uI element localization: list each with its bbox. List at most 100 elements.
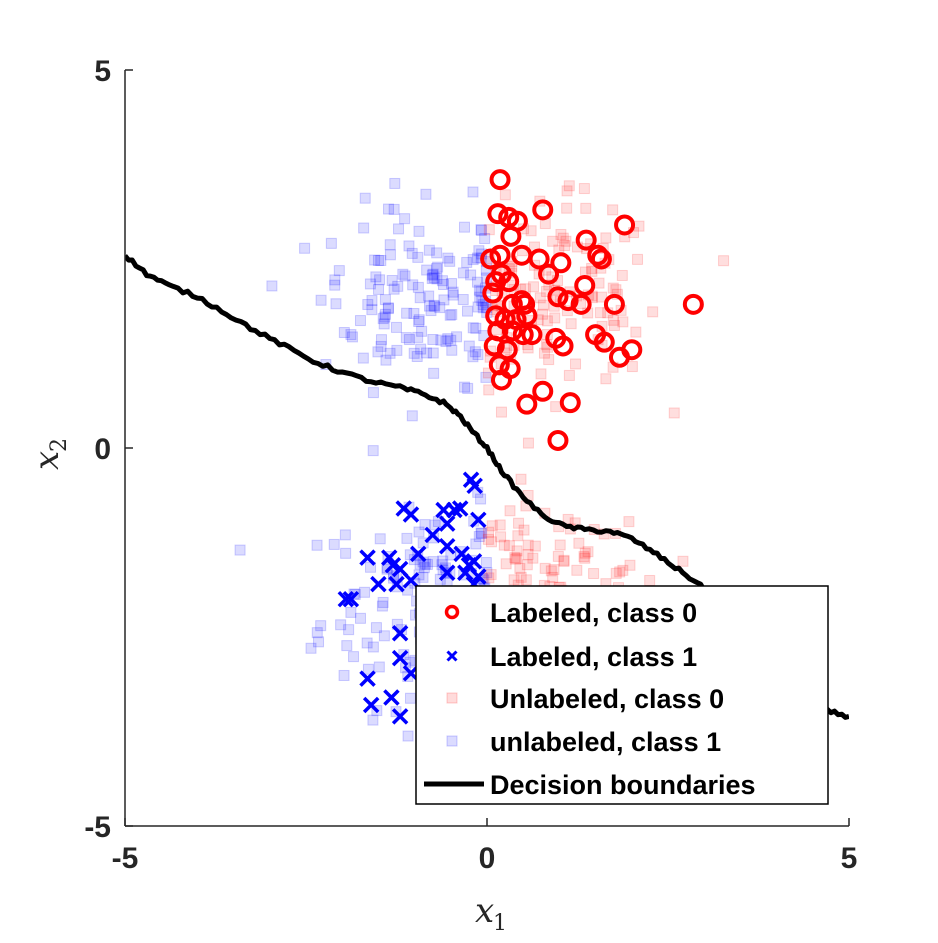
unlabeled-class1-point <box>428 299 440 311</box>
unlabeled-class0-point <box>578 183 590 195</box>
unlabeled-class1-point <box>457 267 469 279</box>
unlabeled-class1-point <box>446 344 458 356</box>
unlabeled-class0-point <box>600 232 612 244</box>
unlabeled-class1-point <box>384 249 396 261</box>
unlabeled-class1-point <box>375 255 387 267</box>
labeled-class1-point <box>342 590 360 608</box>
unlabeled-class1-point <box>406 410 418 422</box>
unlabeled-class0-point <box>624 559 636 571</box>
labeled-class0-point <box>614 214 636 236</box>
unlabeled-class0-point <box>559 240 571 252</box>
labeled-class0-point <box>621 339 643 361</box>
unlabeled-class0-point <box>534 292 546 304</box>
unlabeled-class1-point <box>473 531 485 543</box>
unlabeled-class1-point <box>375 340 387 352</box>
unlabeled-class0-point <box>527 552 539 564</box>
labeled-class0-point <box>590 248 612 270</box>
unlabeled-class0-point <box>588 568 600 580</box>
legend: Labeled, class 0 Labeled, class 1 Unlabele… <box>415 585 829 805</box>
labeled-class1-point <box>402 572 420 589</box>
labeled-class1-point <box>383 689 400 706</box>
unlabeled-class1-point <box>313 636 325 648</box>
labeled-class0-point <box>538 263 560 285</box>
unlabeled-class1-point <box>431 263 443 275</box>
unlabeled-class1-point <box>384 347 396 359</box>
unlabeled-class1-point <box>428 367 440 379</box>
unlabeled-class0-point <box>557 232 569 244</box>
unlabeled-class1-point <box>362 663 374 675</box>
unlabeled-class1-point <box>374 533 386 545</box>
unlabeled-class1-point <box>366 304 378 316</box>
unlabeled-class1-point <box>446 309 458 321</box>
y-tick-label: 5 <box>94 55 111 88</box>
unlabeled-class1-point <box>375 334 387 346</box>
unlabeled-class1-point <box>431 273 443 285</box>
labeled-class1-point <box>359 549 376 566</box>
unlabeled-class1-point <box>380 354 392 366</box>
unlabeled-class1-point <box>386 275 398 287</box>
unlabeled-class1-point <box>382 303 394 315</box>
labeled-class0-point <box>489 169 511 191</box>
unlabeled-class0-point <box>614 566 626 578</box>
unlabeled-class1-point <box>457 294 469 306</box>
unlabeled-class0-point <box>617 316 629 328</box>
unlabeled-class1-point <box>367 387 379 399</box>
unlabeled-class1-point <box>333 265 345 277</box>
labeled-class1-point <box>370 575 387 593</box>
unlabeled-class1-point <box>425 305 437 317</box>
unlabeled-class1-point <box>475 224 487 236</box>
unlabeled-class1-point <box>431 247 443 259</box>
unlabeled-class1-point <box>376 600 388 612</box>
x-tick-label: -5 <box>112 842 139 875</box>
unlabeled-class1-point <box>388 203 400 215</box>
unlabeled-class0-point <box>554 539 566 551</box>
unlabeled-class1-point <box>471 276 483 288</box>
unlabeled-class1-point <box>418 562 430 574</box>
unlabeled-class1-point <box>470 322 482 334</box>
unlabeled-class1-point <box>391 344 403 356</box>
labeled-class0-point <box>521 324 543 346</box>
unlabeled-class1-point <box>299 242 311 254</box>
unlabeled-class1-point <box>399 270 411 282</box>
unlabeled-class0-point <box>677 555 689 567</box>
unlabeled-class1-point <box>434 302 446 314</box>
unlabeled-class1-point <box>436 275 448 287</box>
labeled-class0-point <box>483 335 505 357</box>
unlabeled-class1-point <box>340 547 352 559</box>
labeled-class0-point <box>550 252 572 274</box>
unlabeled-class0-point <box>483 224 495 236</box>
unlabeled-class1-point <box>475 527 487 539</box>
unlabeled-class1-point <box>392 280 404 292</box>
unlabeled-class0-point <box>495 406 507 418</box>
unlabeled-class1-point <box>377 596 389 608</box>
unlabeled-class0-point <box>561 202 573 214</box>
unlabeled-class0-point <box>539 562 551 574</box>
unlabeled-class1-point <box>315 294 327 306</box>
legend-x-icon <box>446 650 458 662</box>
unlabeled-class0-point <box>527 281 539 293</box>
labeled-class0-point <box>490 369 512 391</box>
unlabeled-class0-point <box>617 564 629 576</box>
unlabeled-class0-point <box>483 526 495 538</box>
unlabeled-class1-point <box>345 329 357 341</box>
unlabeled-class1-point <box>397 268 409 280</box>
legend-box <box>415 585 829 805</box>
unlabeled-class1-point <box>234 544 246 556</box>
unlabeled-class1-point <box>399 213 411 225</box>
unlabeled-class1-point <box>412 281 424 293</box>
unlabeled-class1-point <box>390 321 402 333</box>
labeled-class0-point <box>501 320 523 342</box>
unlabeled-class1-point <box>367 445 379 457</box>
unlabeled-class1-point <box>325 237 337 249</box>
unlabeled-class1-point <box>370 271 382 283</box>
legend-circle-icon <box>444 604 460 620</box>
unlabeled-class0-point <box>515 473 527 485</box>
unlabeled-class1-point <box>364 278 376 290</box>
unlabeled-class1-point <box>401 307 413 319</box>
unlabeled-class1-point <box>414 558 426 570</box>
unlabeled-class0-point <box>500 558 512 570</box>
labeled-class1-point <box>362 696 380 714</box>
labeled-class1-point <box>391 708 409 725</box>
unlabeled-class1-point <box>354 315 366 327</box>
unlabeled-class1-point <box>451 331 463 343</box>
